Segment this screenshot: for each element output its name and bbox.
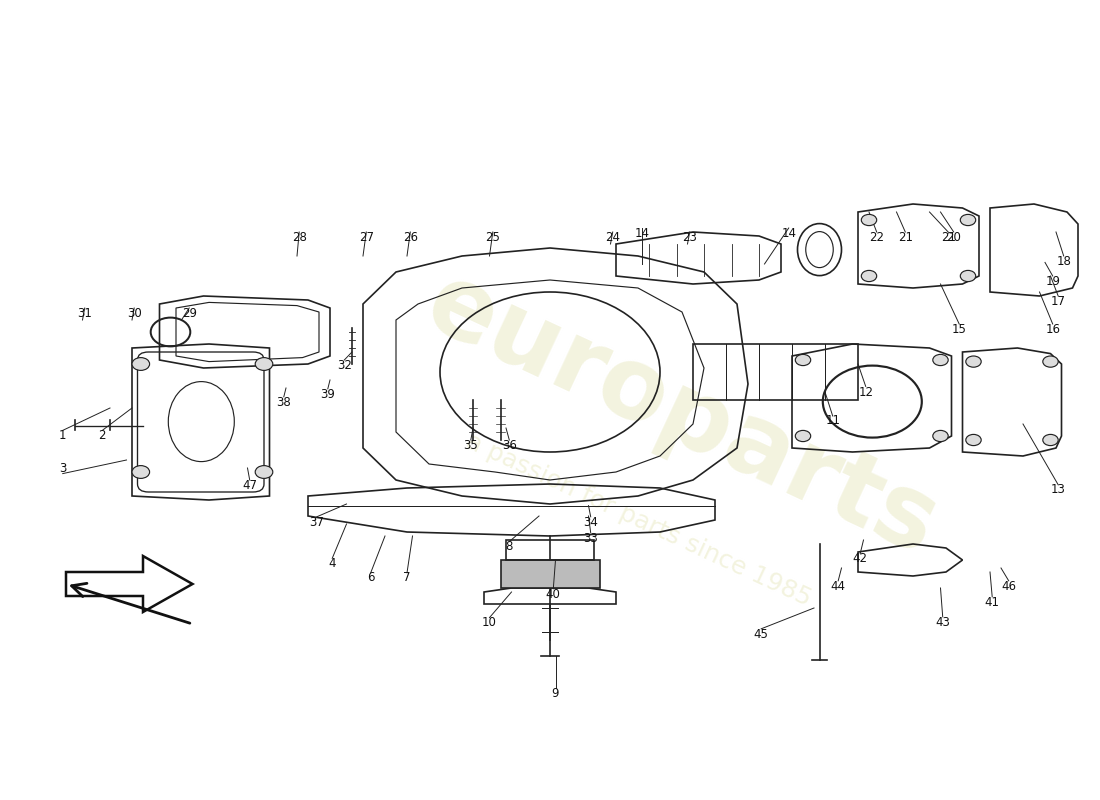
Text: 38: 38 (276, 396, 292, 409)
Circle shape (255, 466, 273, 478)
Circle shape (795, 354, 811, 366)
Text: 6: 6 (367, 571, 374, 584)
Text: 4: 4 (329, 557, 336, 570)
Text: 32: 32 (337, 359, 352, 372)
Text: 17: 17 (1050, 295, 1066, 308)
Text: 41: 41 (984, 596, 1000, 609)
Text: 9: 9 (552, 687, 559, 700)
Text: 25: 25 (485, 231, 501, 244)
Text: 20: 20 (946, 231, 961, 244)
Text: 3: 3 (59, 462, 66, 474)
Text: 7: 7 (404, 571, 410, 584)
Circle shape (933, 354, 948, 366)
Text: 43: 43 (935, 616, 950, 629)
Text: 19: 19 (1045, 275, 1060, 288)
Text: 22: 22 (869, 231, 884, 244)
Circle shape (933, 430, 948, 442)
Text: 42: 42 (852, 552, 868, 565)
Text: 1: 1 (59, 429, 66, 442)
Text: 44: 44 (830, 580, 846, 593)
Text: 46: 46 (1001, 580, 1016, 593)
Text: 13: 13 (1050, 483, 1066, 496)
Circle shape (1043, 434, 1058, 446)
Circle shape (132, 358, 150, 370)
Text: 21: 21 (940, 231, 956, 244)
Text: 10: 10 (482, 616, 497, 629)
Circle shape (795, 430, 811, 442)
Bar (500, 560, 600, 588)
Text: europarts: europarts (411, 255, 953, 577)
Text: 14: 14 (781, 227, 796, 240)
Circle shape (966, 434, 981, 446)
Circle shape (960, 270, 976, 282)
Text: 12: 12 (858, 386, 873, 398)
Circle shape (861, 270, 877, 282)
Text: 30: 30 (126, 307, 142, 320)
Text: 8: 8 (506, 540, 513, 553)
Text: 29: 29 (182, 307, 197, 320)
Text: 35: 35 (463, 439, 478, 452)
Text: 15: 15 (952, 323, 967, 336)
Text: 16: 16 (1045, 323, 1060, 336)
Text: 39: 39 (320, 388, 336, 401)
Text: 2: 2 (99, 429, 106, 442)
Circle shape (132, 466, 150, 478)
Circle shape (966, 356, 981, 367)
Circle shape (255, 358, 273, 370)
Text: 36: 36 (502, 439, 517, 452)
Text: 11: 11 (825, 414, 840, 427)
Text: a passion for parts since 1985: a passion for parts since 1985 (462, 429, 814, 611)
Text: 23: 23 (682, 231, 697, 244)
Bar (506, 540, 594, 560)
Text: 47: 47 (242, 479, 257, 492)
Text: 45: 45 (754, 628, 769, 641)
Text: 28: 28 (292, 231, 307, 244)
Text: 18: 18 (1056, 255, 1071, 268)
Circle shape (1043, 356, 1058, 367)
Text: 34: 34 (583, 516, 598, 529)
Text: 33: 33 (583, 532, 598, 545)
Text: 21: 21 (898, 231, 913, 244)
Text: 40: 40 (546, 588, 561, 601)
Text: 24: 24 (605, 231, 620, 244)
Text: 37: 37 (309, 516, 324, 529)
Text: 27: 27 (359, 231, 374, 244)
Text: 14: 14 (635, 227, 650, 240)
Text: 26: 26 (403, 231, 418, 244)
Text: 31: 31 (77, 307, 92, 320)
Circle shape (960, 214, 976, 226)
Circle shape (861, 214, 877, 226)
